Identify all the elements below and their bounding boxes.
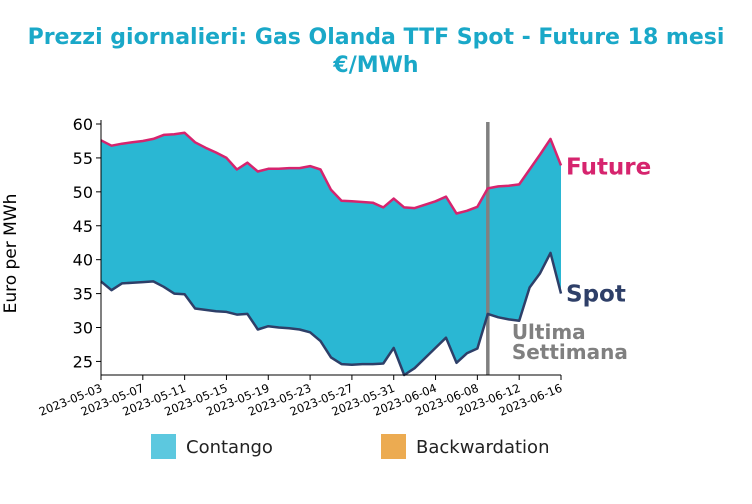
y-tick-label: 60 xyxy=(73,115,93,134)
contango-fill-area xyxy=(101,132,561,375)
series-label-future: Future xyxy=(566,154,651,180)
series-line-spot xyxy=(100,251,563,377)
chart-title: Prezzi giornalieri: Gas Olanda TTF Spot … xyxy=(0,24,752,80)
legend-label-contango: Contango xyxy=(186,437,273,458)
last-week-label-line2: Settimana xyxy=(512,340,628,364)
y-tick-label: 55 xyxy=(73,149,93,168)
y-axis-label: Euro per MWh xyxy=(1,194,21,314)
legend-label-backwardation: Backwardation xyxy=(416,437,549,458)
y-tick-label: 40 xyxy=(73,251,93,270)
y-tick-label: 50 xyxy=(73,183,93,202)
y-tick-label: 30 xyxy=(73,319,93,338)
y-tick-label: 35 xyxy=(73,285,93,304)
series-line-future xyxy=(100,131,563,215)
series-lines-group xyxy=(100,131,563,377)
legend: Contango Backwardation xyxy=(151,434,549,459)
last-week-label-line1: Ultima xyxy=(512,320,586,344)
chart-title-line1: Prezzi giornalieri: Gas Olanda TTF Spot … xyxy=(27,25,725,50)
y-tick-label: 25 xyxy=(73,352,93,371)
y-tick-label: 45 xyxy=(73,217,93,236)
chart-title-line2: €/MWh xyxy=(333,53,419,78)
series-label-spot: Spot xyxy=(566,282,626,308)
contango-area-group xyxy=(101,132,561,375)
legend-swatch-contango xyxy=(151,434,176,459)
legend-swatch-backwardation xyxy=(381,434,406,459)
